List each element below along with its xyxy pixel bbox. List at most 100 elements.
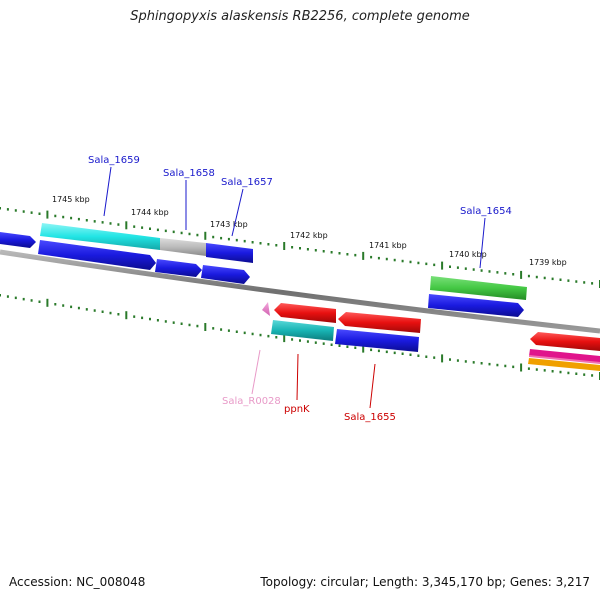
inner-scale-minor-tick [488,362,491,366]
gene-arrow-ppnk-teal[interactable] [271,320,334,341]
outer-scale-minor-tick [567,279,570,282]
inner-scale-minor-tick [0,294,1,297]
outer-scale-minor-tick [330,251,333,254]
inner-scale-minor-tick [401,352,404,355]
gene-arrow-sala-r0028[interactable] [262,302,270,316]
gene-arrow-sala-1658-gray[interactable] [160,238,206,256]
inner-scale-minor-tick [417,354,420,357]
gene-label-sala-1658[interactable]: Sala_1658 [163,168,215,179]
gene-arrow-sala-1655[interactable] [335,329,419,352]
gene-arrow-red-3[interactable] [530,332,600,351]
reverse-genes [262,302,600,371]
inner-scale-major-tick [362,344,365,353]
inner-scale-major-tick [520,363,523,372]
inner-scale-minor-tick [109,311,112,315]
gene-label-sala-1654[interactable]: Sala_1654 [460,206,512,217]
scale-label-1745: 1745 kbp [52,195,90,204]
outer-scale-minor-tick [149,227,151,230]
inner-scale-minor-tick [306,340,309,343]
gene-arrow-red-2[interactable] [338,312,421,333]
inner-scale-minor-tick [141,316,144,320]
gene-label-sala-1655[interactable]: Sala_1655 [344,412,396,423]
gene-arrow-pink-stripe[interactable] [529,355,600,364]
leader-sala-1654 [479,217,486,269]
outer-scale-minor-tick [504,272,507,275]
outer-scale-minor-tick [220,236,223,240]
inner-scale-minor-tick [575,372,578,375]
gene-label-sala-1659[interactable]: Sala_1659 [88,155,140,166]
inner-scale-minor-tick [512,365,515,369]
scale-label-1744: 1744 kbp [131,208,169,217]
inner-scale-minor-tick [54,303,57,306]
gene-labels: Sala_1659 Sala_1658 Sala_1657 Sala_1654 … [88,155,512,423]
inner-scale-minor-tick [259,333,262,337]
outer-scale-minor-tick [267,243,270,246]
gene-arrow-sala-1659-cyan[interactable] [40,223,160,250]
gene-arrow-magenta[interactable] [529,349,600,363]
outer-scale-minor-tick [314,249,317,252]
inner-scale-minor-tick [149,317,151,321]
outer-scale-minor-tick [370,255,373,259]
inner-scale-minor-tick [85,308,88,311]
outer-scale-minor-tick [93,220,96,223]
outer-scale-minor-tick [354,253,357,257]
outer-scale-minor-tick [227,237,230,241]
forward-genes [0,223,527,317]
gene-arrow-blue-4[interactable] [428,294,524,317]
inner-scale-minor-tick [567,371,570,375]
outer-scale-minor-tick [133,225,136,228]
inner-scale-minor-tick [480,362,483,365]
gene-arrow-red-1[interactable] [274,303,336,323]
gene-arrow-blue-1[interactable] [38,240,156,270]
outer-scale-minor-tick [306,248,309,251]
scale-label-1741: 1741 kbp [369,241,407,250]
inner-scale-minor-tick [377,349,380,353]
inner-scale-minor-tick [543,369,546,372]
inner-scale-minor-tick [235,330,238,333]
inner-scale-major-tick [125,311,128,320]
outer-scale-minor-tick [101,221,104,224]
outer-scale-minor-tick [527,274,530,278]
genome-summary-text: Topology: circular; Length: 3,345,170 bp… [260,575,590,589]
outer-scale-minor-tick [480,269,483,272]
outer-scale-minor-tick [559,278,562,281]
outer-scale-minor-tick [338,252,341,255]
gene-label-sala-1657[interactable]: Sala_1657 [221,177,273,188]
outer-scale-minor-tick [393,258,396,262]
inner-scale-minor-tick [393,351,396,355]
inner-scale-major-tick [46,298,49,307]
outer-scale-minor-tick [535,275,538,279]
outer-scale-minor-tick [14,209,17,212]
inner-scale-minor-tick [338,344,341,347]
outer-scale-minor-tick [62,215,65,219]
inner-scale-minor-tick [14,296,17,300]
genome-backbone [0,249,600,334]
gene-arrow-orange[interactable] [528,358,600,371]
inner-scale-minor-tick [425,355,428,358]
outer-scale-major-tick [125,221,128,230]
gene-arrow-sala-1657[interactable] [206,243,253,263]
leader-sala-r0028 [251,349,261,395]
gene-arrow-blue-2[interactable] [155,259,202,277]
inner-scale-minor-tick [38,300,41,303]
inner-scale-minor-tick [164,320,167,323]
outer-scale-minor-tick [464,267,467,270]
outer-scale-major-tick [204,231,207,240]
gene-label-ppnk[interactable]: ppnK [284,404,310,415]
inner-scale-minor-tick [504,364,507,368]
outer-scale-minor-tick [551,277,554,281]
inner-scale-minor-tick [591,374,594,377]
inner-scale-minor-tick [299,339,301,342]
outer-scale-minor-tick [275,244,278,247]
inner-scale-minor-tick [559,370,562,374]
gene-arrow-left-edge[interactable] [0,232,36,248]
outer-scale-minor-tick [77,217,80,221]
inner-scale-minor-tick [385,350,388,354]
leader-sala-1659 [103,166,112,217]
gene-label-sala-r0028[interactable]: Sala_R0028 [222,396,281,407]
outer-scale-minor-tick [583,281,586,284]
inner-scale-minor-tick [291,338,294,341]
outer-scale-minor-tick [117,223,120,226]
gene-arrow-blue-3[interactable] [201,265,250,284]
gene-arrow-sala-1654-green[interactable] [430,276,527,300]
